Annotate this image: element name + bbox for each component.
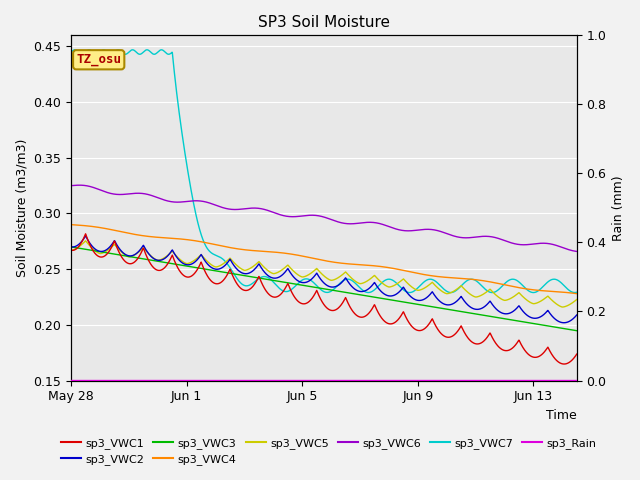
Y-axis label: Soil Moisture (m3/m3): Soil Moisture (m3/m3) <box>15 139 28 277</box>
Y-axis label: Rain (mm): Rain (mm) <box>612 175 625 241</box>
Title: SP3 Soil Moisture: SP3 Soil Moisture <box>258 15 390 30</box>
Text: TZ_osu: TZ_osu <box>76 53 121 66</box>
Legend: sp3_VWC1, sp3_VWC2, sp3_VWC3, sp3_VWC4, sp3_VWC5, sp3_VWC6, sp3_VWC7, sp3_Rain: sp3_VWC1, sp3_VWC2, sp3_VWC3, sp3_VWC4, … <box>57 433 601 469</box>
X-axis label: Time: Time <box>546 409 577 422</box>
